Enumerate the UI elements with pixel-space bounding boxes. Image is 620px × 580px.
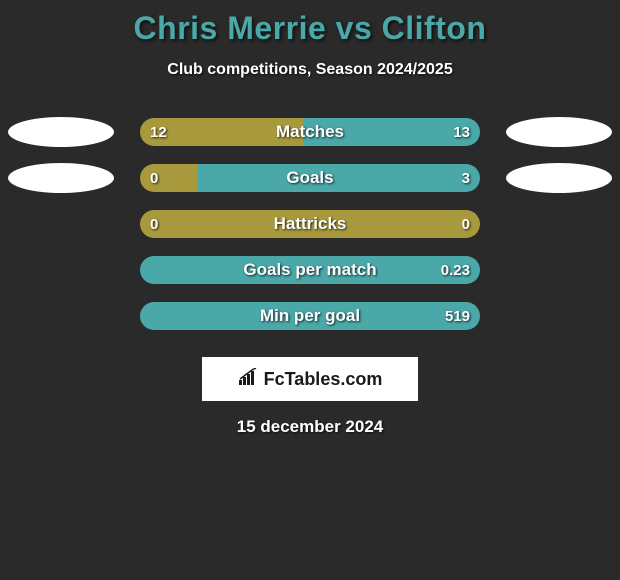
stat-value-right: 0 [462,216,470,233]
stats-section: Matches1213Goals03Hattricks00Goals per m… [0,109,620,339]
stat-bar-left [140,210,480,238]
stat-bar [140,118,480,146]
stat-bar-right [140,256,480,284]
stat-bar [140,302,480,330]
stat-value-left: 0 [150,170,158,187]
stat-value-right: 519 [445,308,470,325]
stat-row: Min per goal519 [0,293,620,339]
chart-icon [238,368,260,391]
stat-row: Hattricks00 [0,201,620,247]
player-ellipse-left [8,117,114,147]
stat-bar-right [140,302,480,330]
player-ellipse-left [8,163,114,193]
stat-bar [140,164,480,192]
stat-bar-left [140,164,198,192]
stat-bar [140,256,480,284]
logo-text: FcTables.com [264,369,383,390]
page-title: Chris Merrie vs Clifton [0,10,620,47]
player-ellipse-right [506,163,612,193]
date-text: 15 december 2024 [0,417,620,437]
stat-row: Goals per match0.23 [0,247,620,293]
stat-bar-right [198,164,480,192]
stat-value-right: 13 [453,124,470,141]
page-subtitle: Club competitions, Season 2024/2025 [0,61,620,79]
stat-value-left: 12 [150,124,167,141]
main-container: Chris Merrie vs Clifton Club competition… [0,0,620,580]
player-ellipse-right [506,117,612,147]
stat-value-right: 3 [462,170,470,187]
stat-value-right: 0.23 [441,262,470,279]
stat-row: Matches1213 [0,109,620,155]
logo-box[interactable]: FcTables.com [202,357,418,401]
stat-bar [140,210,480,238]
logo-content: FcTables.com [238,368,383,391]
stat-value-left: 0 [150,216,158,233]
stat-row: Goals03 [0,155,620,201]
